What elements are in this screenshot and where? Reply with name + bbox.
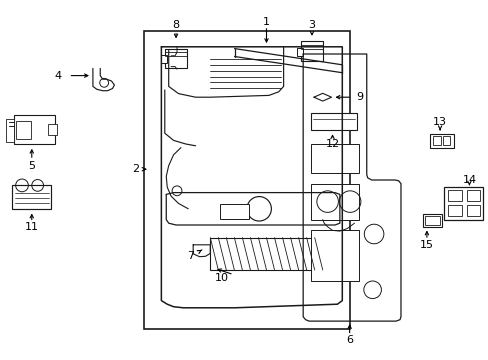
Bar <box>424 216 439 225</box>
Bar <box>447 205 461 216</box>
Text: 6: 6 <box>346 335 352 345</box>
Bar <box>165 49 187 68</box>
Bar <box>442 136 449 145</box>
Text: 2: 2 <box>132 164 139 174</box>
Bar <box>432 136 440 145</box>
Bar <box>220 204 249 219</box>
Text: 11: 11 <box>25 222 39 232</box>
Bar <box>161 55 167 63</box>
Bar <box>310 113 356 130</box>
Bar <box>310 144 359 173</box>
Text: 8: 8 <box>172 20 179 30</box>
Bar <box>14 115 55 144</box>
Text: 14: 14 <box>462 175 475 185</box>
Text: 1: 1 <box>263 17 269 27</box>
Bar <box>210 238 322 270</box>
Text: 13: 13 <box>432 117 446 127</box>
Bar <box>144 31 349 329</box>
Bar <box>310 230 359 281</box>
Text: 3: 3 <box>308 20 315 30</box>
Text: 9: 9 <box>355 92 362 102</box>
Bar <box>466 205 479 216</box>
Bar <box>429 134 453 148</box>
Bar <box>16 121 31 139</box>
Text: 5: 5 <box>28 161 35 171</box>
Bar <box>12 185 51 209</box>
Bar <box>48 124 57 135</box>
Text: 15: 15 <box>419 240 433 250</box>
Bar <box>466 190 479 201</box>
Bar <box>422 214 441 227</box>
Bar <box>301 41 323 61</box>
Bar <box>6 119 14 142</box>
Bar <box>443 187 482 220</box>
Text: 4: 4 <box>54 71 61 81</box>
Bar <box>310 184 359 220</box>
Bar <box>447 190 461 201</box>
Bar <box>297 48 303 56</box>
Text: 7: 7 <box>187 251 194 261</box>
Text: 12: 12 <box>325 139 339 149</box>
Text: 10: 10 <box>214 273 228 283</box>
